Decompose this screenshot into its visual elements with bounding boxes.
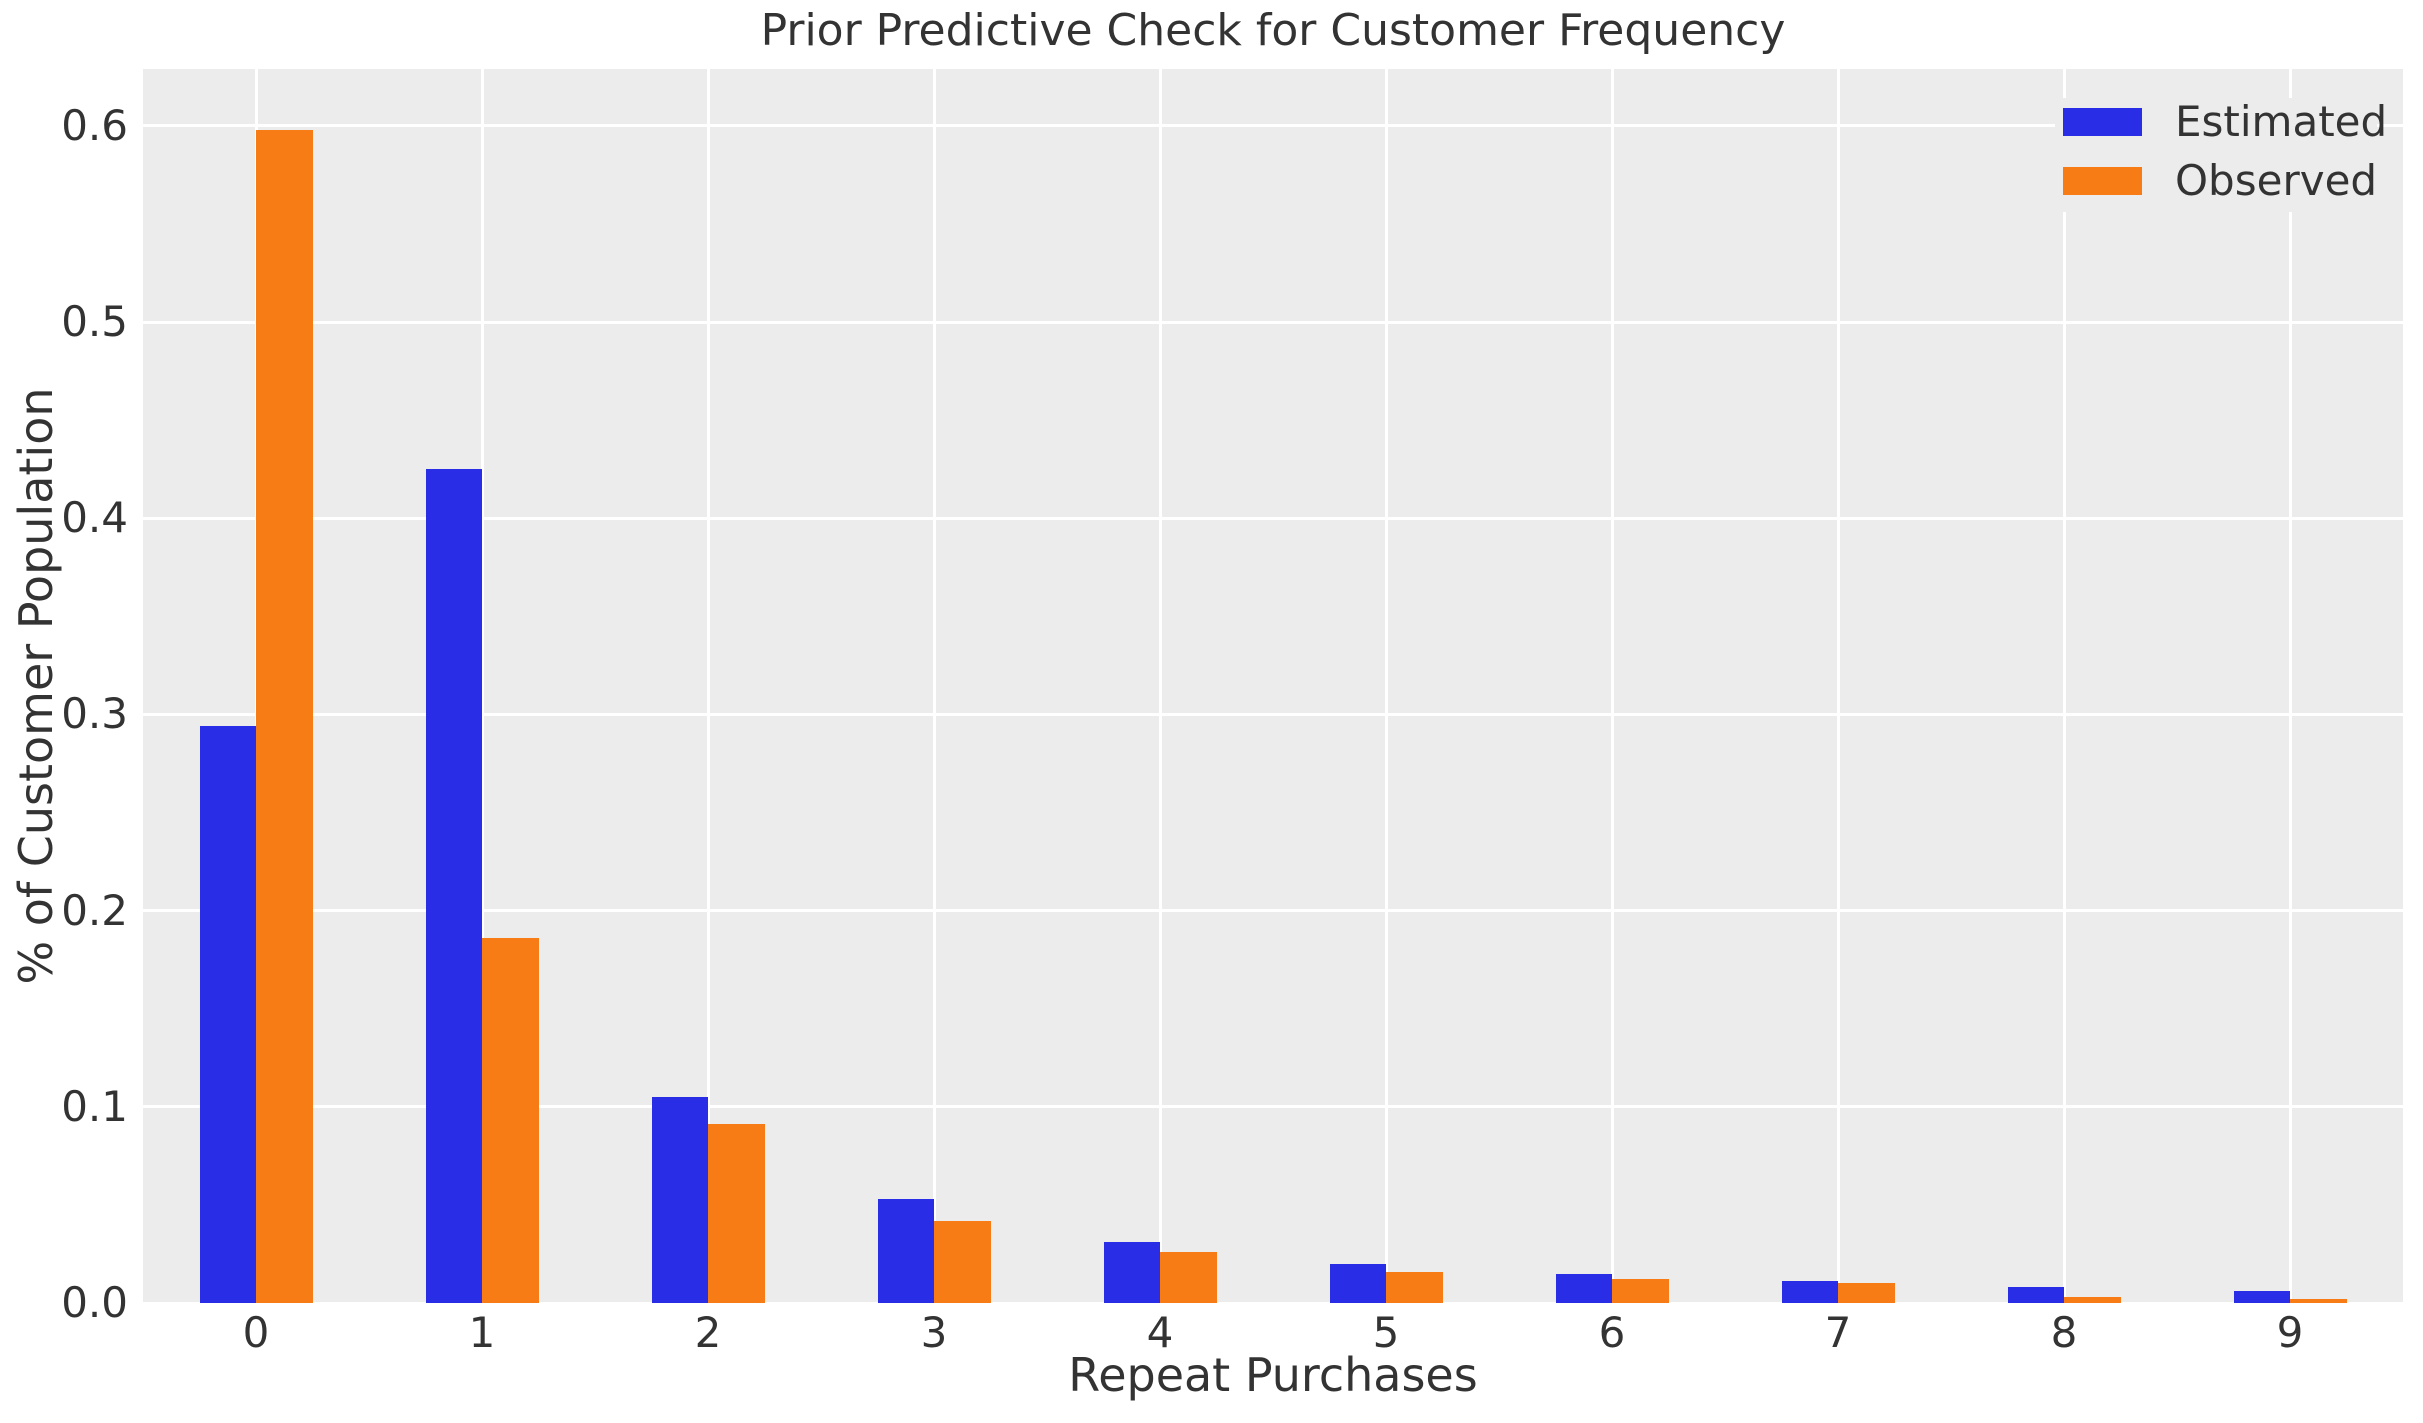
y-tick-label: 0.6 [61, 100, 128, 150]
x-tick-label: 3 [920, 1308, 948, 1357]
gridline [1158, 69, 1162, 1303]
bar-estimated-0 [199, 726, 256, 1303]
gridline [480, 69, 484, 1303]
bar-observed-7 [1838, 1283, 1895, 1303]
chart-title: Prior Predictive Check for Customer Freq… [760, 5, 1786, 56]
gridline [143, 124, 2403, 128]
bar-observed-6 [1612, 1279, 1669, 1303]
bar-estimated-8 [2007, 1287, 2064, 1303]
x-tick-label: 5 [1372, 1308, 1400, 1357]
gridline [143, 516, 2403, 520]
legend-item-observed: Observed [2063, 160, 2377, 202]
legend-label-observed: Observed [2175, 156, 2378, 205]
legend: Estimated Observed [2055, 98, 2387, 212]
gridline [1836, 69, 1840, 1303]
y-tick-label: 0.4 [61, 493, 128, 543]
x-tick-label: 4 [1146, 1308, 1174, 1357]
bar-observed-1 [482, 938, 539, 1303]
bar-estimated-3 [877, 1199, 934, 1303]
gridline [2062, 69, 2066, 1303]
bar-observed-9 [2290, 1299, 2347, 1303]
gridline [143, 1105, 2403, 1109]
x-tick-label: 1 [468, 1308, 496, 1357]
bar-observed-2 [708, 1124, 765, 1303]
bar-observed-4 [1160, 1252, 1217, 1303]
bar-observed-5 [1386, 1271, 1443, 1303]
gridline [1610, 69, 1614, 1303]
legend-swatch-estimated [2063, 108, 2142, 136]
bar-observed-8 [2064, 1297, 2121, 1303]
gridline [932, 69, 936, 1303]
legend-swatch-observed [2063, 167, 2142, 195]
bar-observed-0 [256, 129, 313, 1303]
x-axis-label: Repeat Purchases [1068, 1348, 1478, 1402]
bar-estimated-1 [425, 469, 482, 1303]
gridline [706, 69, 710, 1303]
bar-estimated-2 [651, 1097, 708, 1303]
bar-estimated-4 [1103, 1242, 1160, 1303]
gridline [2288, 69, 2292, 1303]
gridline [143, 320, 2403, 324]
bar-estimated-5 [1329, 1263, 1386, 1303]
gridline [1384, 69, 1388, 1303]
y-tick-label: 0.1 [61, 1081, 128, 1131]
gridline [143, 1301, 2403, 1305]
x-tick-label: 7 [1824, 1308, 1852, 1357]
legend-item-estimated: Estimated [2063, 101, 2387, 143]
bar-estimated-6 [1555, 1273, 1612, 1303]
plot-area: Estimated Observed [143, 69, 2403, 1305]
y-tick-label: 0.5 [61, 297, 128, 347]
y-tick-label: 0.2 [61, 885, 128, 935]
x-tick-label: 6 [1598, 1308, 1626, 1357]
bar-observed-3 [934, 1220, 991, 1303]
gridline [143, 712, 2403, 716]
x-tick-label: 2 [694, 1308, 722, 1357]
bar-estimated-7 [1781, 1281, 1838, 1303]
x-tick-label: 9 [2276, 1308, 2304, 1357]
bar-estimated-9 [2233, 1291, 2290, 1303]
x-tick-label: 0 [242, 1308, 270, 1357]
y-tick-label: 0.0 [61, 1278, 128, 1327]
x-tick-label: 8 [2050, 1308, 2078, 1357]
y-tick-label: 0.3 [61, 689, 128, 739]
gridline [143, 909, 2403, 913]
legend-label-estimated: Estimated [2175, 97, 2388, 146]
